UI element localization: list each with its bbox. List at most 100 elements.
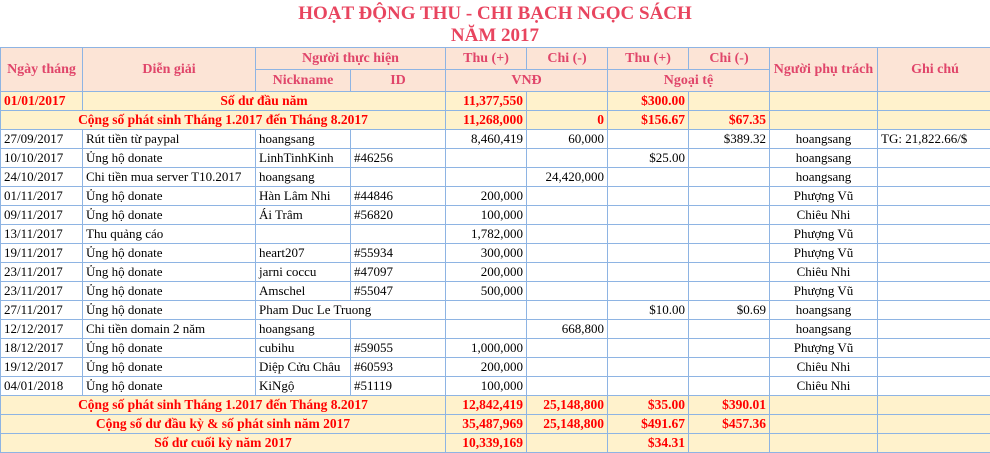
- cell-thu[interactable]: 8,460,419: [445, 129, 527, 149]
- header-note[interactable]: Ghi chú: [877, 47, 990, 92]
- cell-desc[interactable]: Thu quảng cáo: [82, 224, 256, 244]
- cell-thu-usd[interactable]: [607, 319, 689, 339]
- cell-chi-usd[interactable]: [688, 319, 770, 339]
- cell-chi-usd[interactable]: $0.69: [688, 300, 770, 320]
- cell-id[interactable]: [350, 319, 446, 339]
- cell-nick[interactable]: KiNgộ: [255, 376, 351, 396]
- cell-chi-usd[interactable]: [688, 376, 770, 396]
- cell[interactable]: [769, 91, 878, 111]
- cell-desc[interactable]: Ủng hộ donate: [82, 148, 256, 168]
- cell-date[interactable]: 13/11/2017: [0, 224, 83, 244]
- cell-note[interactable]: [877, 262, 990, 282]
- cell-thu-usd[interactable]: $10.00: [607, 300, 689, 320]
- cell-thu[interactable]: [445, 148, 527, 168]
- cell-nick[interactable]: Amschel: [255, 281, 351, 301]
- opening-thu-vnd[interactable]: 11,377,550: [445, 91, 527, 111]
- cell-date[interactable]: 18/12/2017: [0, 338, 83, 358]
- cell-date[interactable]: 19/11/2017: [0, 243, 83, 263]
- cell-date[interactable]: 01/11/2017: [0, 186, 83, 206]
- cell-nick[interactable]: jarni coccu: [255, 262, 351, 282]
- cell-id[interactable]: #60593: [350, 357, 446, 377]
- cell-thu-usd[interactable]: [607, 357, 689, 377]
- cell[interactable]: [769, 433, 878, 453]
- cell-resp[interactable]: hoangsang: [769, 148, 878, 168]
- cell[interactable]: [769, 395, 878, 415]
- cell-thu[interactable]: 500,000: [445, 281, 527, 301]
- cell-id[interactable]: [350, 224, 446, 244]
- total-chi-vnd[interactable]: 25,148,800: [526, 395, 608, 415]
- cell-id[interactable]: [350, 167, 446, 187]
- cell-chi[interactable]: [526, 186, 608, 206]
- opening-date[interactable]: 01/01/2017: [0, 91, 83, 111]
- cell-chi[interactable]: 24,420,000: [526, 167, 608, 187]
- cell-chi[interactable]: 60,000: [526, 129, 608, 149]
- cell-thu-usd[interactable]: [607, 281, 689, 301]
- header-thu-usd[interactable]: Thu (+): [607, 47, 689, 70]
- cell-chi[interactable]: [526, 148, 608, 168]
- cell-chi-usd[interactable]: [688, 205, 770, 225]
- cell-desc[interactable]: Ủng hộ donate: [82, 357, 256, 377]
- cell-note[interactable]: [877, 167, 990, 187]
- header-chi-vnd[interactable]: Chi (-): [526, 47, 608, 70]
- cell-resp[interactable]: hoangsang: [769, 319, 878, 339]
- cell-chi[interactable]: [526, 376, 608, 396]
- cell[interactable]: [877, 433, 990, 453]
- cell-chi-usd[interactable]: [688, 224, 770, 244]
- cell-thu[interactable]: 100,000: [445, 205, 527, 225]
- cell-thu[interactable]: 200,000: [445, 186, 527, 206]
- cell-thu[interactable]: [445, 167, 527, 187]
- cell[interactable]: [877, 110, 990, 130]
- cell-chi[interactable]: [526, 281, 608, 301]
- header-foreign[interactable]: Ngoại tệ: [607, 69, 770, 92]
- cell-resp[interactable]: hoangsang: [769, 167, 878, 187]
- cell[interactable]: [688, 91, 770, 111]
- cell-note[interactable]: [877, 338, 990, 358]
- cell-chi-usd[interactable]: [688, 148, 770, 168]
- cell-desc[interactable]: Ủng hộ donate: [82, 281, 256, 301]
- header-chi-usd[interactable]: Chi (-): [688, 47, 770, 70]
- cell-chi[interactable]: [526, 262, 608, 282]
- cell-note[interactable]: [877, 300, 990, 320]
- total-chi-usd[interactable]: $390.01: [688, 395, 770, 415]
- cell-id[interactable]: #47097: [350, 262, 446, 282]
- cell-chi-usd[interactable]: [688, 357, 770, 377]
- prior-thu-usd[interactable]: $156.67: [607, 110, 689, 130]
- cell-chi-usd[interactable]: [688, 243, 770, 263]
- cell-chi[interactable]: [526, 224, 608, 244]
- cell-note[interactable]: [877, 376, 990, 396]
- cell-note[interactable]: TG: 21,822.66/$: [877, 129, 990, 149]
- cell-date[interactable]: 10/10/2017: [0, 148, 83, 168]
- cell-date[interactable]: 09/11/2017: [0, 205, 83, 225]
- cell-nick[interactable]: Ái Trâm: [255, 205, 351, 225]
- cell-thu[interactable]: 300,000: [445, 243, 527, 263]
- opening-thu-usd[interactable]: $300.00: [607, 91, 689, 111]
- cell-date[interactable]: 04/01/2018: [0, 376, 83, 396]
- header-performer[interactable]: Người thực hiện: [255, 47, 446, 70]
- cell-chi-usd[interactable]: [688, 167, 770, 187]
- cell-note[interactable]: [877, 319, 990, 339]
- total-thu-vnd[interactable]: 10,339,169: [445, 433, 527, 453]
- cell-thu[interactable]: [445, 319, 527, 339]
- cell-thu[interactable]: 200,000: [445, 262, 527, 282]
- cell-resp[interactable]: Phượng Vũ: [769, 224, 878, 244]
- cell-thu[interactable]: [445, 300, 527, 320]
- cell-date[interactable]: 27/09/2017: [0, 129, 83, 149]
- total-chi-usd[interactable]: [688, 433, 770, 453]
- cell-thu-usd[interactable]: [607, 129, 689, 149]
- total-label[interactable]: Cộng số dư đầu kỳ & số phát sinh năm 201…: [0, 414, 446, 434]
- cell-nick[interactable]: hoangsang: [255, 129, 351, 149]
- cell[interactable]: [877, 414, 990, 434]
- cell[interactable]: [877, 395, 990, 415]
- cell-desc[interactable]: Ủng hộ donate: [82, 338, 256, 358]
- cell-nick[interactable]: heart207: [255, 243, 351, 263]
- cell-nick[interactable]: hoangsang: [255, 319, 351, 339]
- cell-thu[interactable]: 1,000,000: [445, 338, 527, 358]
- cell-id[interactable]: [350, 129, 446, 149]
- header-thu-vnd[interactable]: Thu (+): [445, 47, 527, 70]
- cell-id[interactable]: #46256: [350, 148, 446, 168]
- header-date[interactable]: Ngày tháng: [0, 47, 83, 92]
- cell-chi-usd[interactable]: [688, 262, 770, 282]
- cell-chi-usd[interactable]: [688, 186, 770, 206]
- total-chi-vnd[interactable]: 25,148,800: [526, 414, 608, 434]
- cell-chi[interactable]: [526, 357, 608, 377]
